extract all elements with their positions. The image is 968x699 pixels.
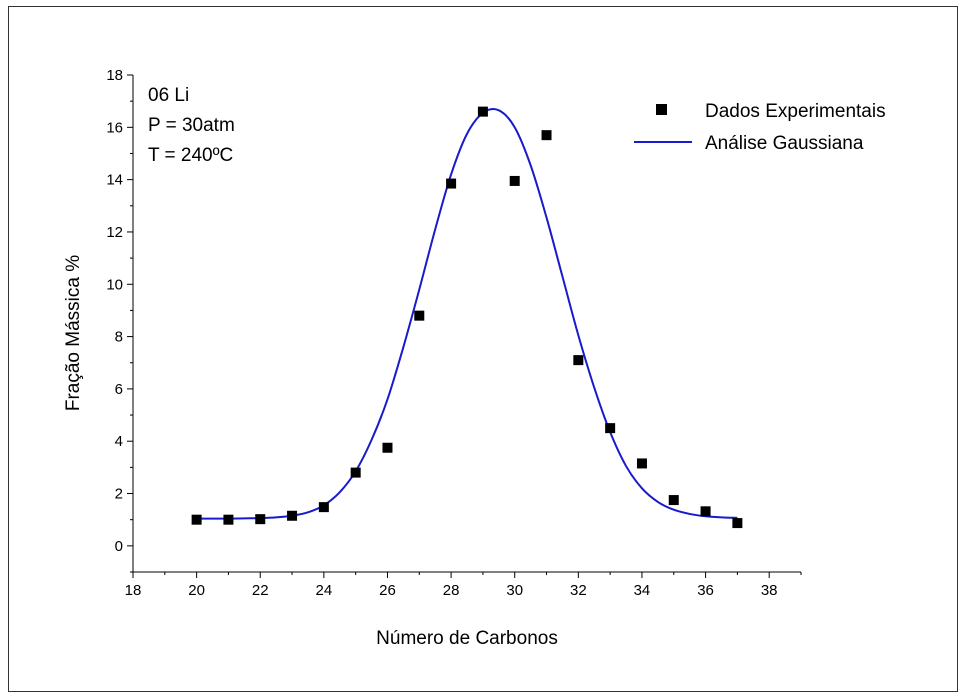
annotation-temperature: T = 240ºC — [148, 145, 233, 166]
y-tick-label: 16 — [106, 119, 123, 136]
y-axis-title: Fração Mássica % — [63, 255, 84, 411]
x-tick-label: 24 — [316, 582, 333, 599]
x-tick-label: 36 — [697, 582, 714, 599]
data-point — [700, 506, 711, 517]
data-point — [414, 310, 425, 321]
data-point — [223, 514, 234, 525]
figure-frame — [8, 6, 958, 692]
data-point — [318, 502, 329, 513]
x-tick-label: 18 — [125, 582, 142, 599]
series — [191, 106, 743, 529]
legend-marker-square — [656, 104, 667, 115]
x-tick-label: 32 — [570, 582, 587, 599]
x-tick-label: 26 — [379, 582, 396, 599]
legend-label-data: Dados Experimentais — [705, 101, 886, 122]
y-tick-label: 4 — [115, 433, 123, 450]
y-tick-label: 10 — [106, 276, 123, 293]
annotation-pressure: P = 30atm — [148, 115, 235, 136]
data-point — [732, 518, 743, 529]
data-point — [636, 458, 647, 469]
gaussian-fit-line — [196, 108, 738, 520]
annotation-sample: 06 Li — [148, 85, 189, 106]
data-point — [382, 442, 393, 453]
data-point — [509, 175, 520, 186]
y-tick-label: 2 — [115, 486, 123, 503]
annotation-block: 06 Li P = 30atm T = 240ºC — [148, 85, 235, 166]
y-tick-label: 8 — [115, 329, 123, 346]
data-point — [668, 495, 679, 506]
data-point — [446, 178, 457, 189]
legend: Dados Experimentais Análise Gaussiana — [634, 101, 886, 154]
x-tick-label: 28 — [443, 582, 460, 599]
data-point — [350, 467, 361, 478]
x-tick-label: 38 — [761, 582, 778, 599]
data-point — [573, 355, 584, 366]
x-tick-label: 20 — [188, 582, 205, 599]
data-point — [287, 510, 298, 521]
data-point — [477, 106, 488, 117]
data-point — [255, 514, 266, 525]
data-point — [191, 514, 202, 525]
y-tick-label: 0 — [115, 538, 123, 555]
y-tick-label: 6 — [115, 381, 123, 398]
x-tick-label: 22 — [252, 582, 269, 599]
axes — [132, 75, 801, 573]
data-point — [605, 423, 616, 434]
legend-label-fit: Análise Gaussiana — [705, 133, 864, 154]
y-tick-label: 18 — [106, 67, 123, 84]
y-tick-label: 12 — [106, 224, 123, 241]
x-tick-label: 30 — [506, 582, 523, 599]
data-point — [541, 130, 552, 141]
x-axis-title: Número de Carbonos — [376, 628, 558, 649]
x-tick-label: 34 — [634, 582, 651, 599]
y-tick-label: 14 — [106, 172, 123, 189]
